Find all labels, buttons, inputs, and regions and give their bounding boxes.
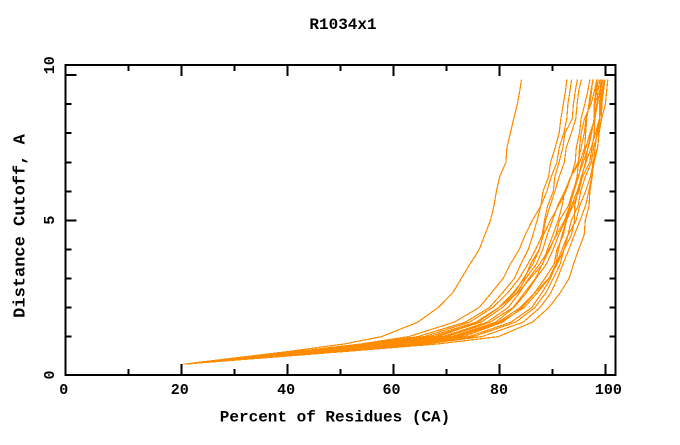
plot-title: R1034x1 <box>309 16 376 34</box>
y-axis-title: Distance Cutoff, A <box>12 133 31 317</box>
x-tick-label-100: 100 <box>595 382 622 399</box>
curve-model-1 <box>183 79 523 365</box>
x-tick-label-80: 80 <box>490 382 508 399</box>
tick-labels: 0 20 40 60 80 100 0 5 10 <box>42 56 622 399</box>
y-tick-label-5: 5 <box>42 216 59 225</box>
x-tick-label-40: 40 <box>277 382 295 399</box>
x-tick-label-0: 0 <box>59 382 68 399</box>
x-tick-label-60: 60 <box>383 382 401 399</box>
curve-model-18 <box>183 79 609 365</box>
y-tick-label-0: 0 <box>42 370 59 379</box>
curve-series <box>183 79 609 365</box>
x-tick-label-20: 20 <box>171 382 189 399</box>
y-tick-label-10: 10 <box>42 56 59 74</box>
curve-model-2 <box>183 79 568 365</box>
x-axis-title: Percent of Residues (CA) <box>220 409 450 427</box>
axes <box>64 64 617 376</box>
